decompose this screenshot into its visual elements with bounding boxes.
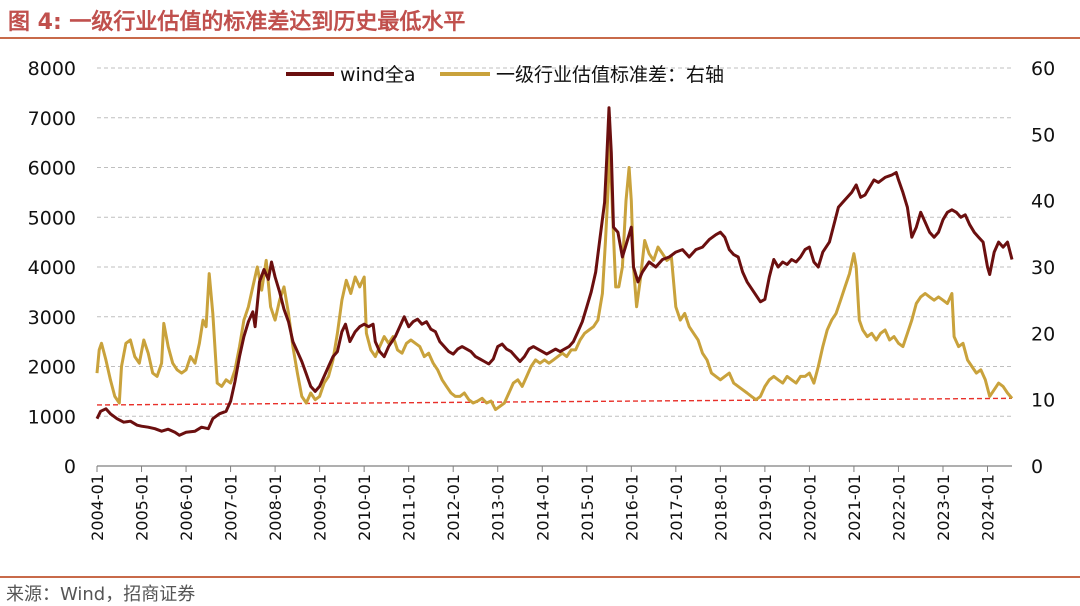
x-axis-tick-label: 2015-01 bbox=[578, 474, 597, 541]
x-axis-tick-label: 2017-01 bbox=[667, 474, 686, 541]
x-axis-tick-label: 2016-01 bbox=[622, 474, 641, 541]
right-axis-tick-label: 60 bbox=[1031, 58, 1055, 80]
left-axis-tick-label: 2000 bbox=[28, 357, 76, 379]
figure-title: 图 4: 一级行业估值的标准差达到历史最低水平 bbox=[8, 10, 466, 35]
x-axis-tick-label: 2024-01 bbox=[979, 474, 998, 541]
left-axis-tick-label: 6000 bbox=[28, 158, 76, 180]
bottom-rule bbox=[0, 576, 1080, 578]
legend-label: 一级行业估值标准差：右轴 bbox=[496, 64, 724, 86]
right-axis-tick-label: 20 bbox=[1031, 323, 1055, 345]
x-axis-tick-label: 2014-01 bbox=[533, 474, 552, 541]
left-axis-tick-label: 5000 bbox=[28, 207, 76, 229]
left-axis-tick-label: 7000 bbox=[28, 108, 76, 130]
x-axis-tick-label: 2012-01 bbox=[444, 474, 463, 541]
right-axis-tick-label: 50 bbox=[1031, 124, 1055, 146]
right-axis-tick-label: 30 bbox=[1031, 257, 1055, 279]
x-axis-tick-label: 2010-01 bbox=[355, 474, 374, 541]
legend-label: wind全a bbox=[340, 64, 416, 86]
x-axis-tick-label: 2011-01 bbox=[400, 474, 419, 541]
source-note: 来源：Wind，招商证券 bbox=[6, 584, 196, 605]
x-axis-tick-label: 2006-01 bbox=[177, 474, 196, 541]
std-series-line bbox=[95, 139, 1014, 412]
left-axis-tick-label: 8000 bbox=[28, 58, 76, 80]
x-axis-tick-label: 2020-01 bbox=[800, 474, 819, 541]
right-axis-tick-label: 0 bbox=[1031, 456, 1043, 478]
right-axis-tick-label: 10 bbox=[1031, 390, 1055, 412]
x-axis-tick-label: 2019-01 bbox=[756, 474, 775, 541]
left-axis-tick-label: 4000 bbox=[28, 257, 76, 279]
x-axis-tick-label: 2005-01 bbox=[133, 474, 152, 541]
x-axis-tick-label: 2018-01 bbox=[711, 474, 730, 541]
x-axis-tick-label: 2004-01 bbox=[88, 474, 107, 541]
right-axis-tick-label: 40 bbox=[1031, 191, 1055, 213]
title-rule bbox=[0, 37, 1080, 39]
left-axis-tick-label: 0 bbox=[64, 456, 76, 478]
left-axis-tick-label: 3000 bbox=[28, 307, 76, 329]
chart: 0 1000 2000 3000 4000 5000 6000 7000 8000 0 10 20 30… bbox=[28, 58, 1056, 541]
wind-a-series-line bbox=[95, 106, 1014, 437]
x-axis-tick-label: 2022-01 bbox=[889, 474, 908, 541]
x-axis-tick-label: 2021-01 bbox=[845, 474, 864, 541]
figure-title-bar: 图 4: 一级行业估值的标准差达到历史最低水平 bbox=[0, 0, 1080, 40]
reference-line bbox=[96, 397, 1013, 406]
x-axis-tick-label: 2007-01 bbox=[222, 474, 241, 541]
x-axis-tick-label: 2023-01 bbox=[934, 474, 953, 541]
x-axis-tick-label: 2008-01 bbox=[266, 474, 285, 541]
left-axis-tick-label: 1000 bbox=[28, 406, 76, 428]
x-axis-tick-label: 2013-01 bbox=[489, 474, 508, 541]
x-axis-tick-label: 2009-01 bbox=[311, 474, 330, 541]
